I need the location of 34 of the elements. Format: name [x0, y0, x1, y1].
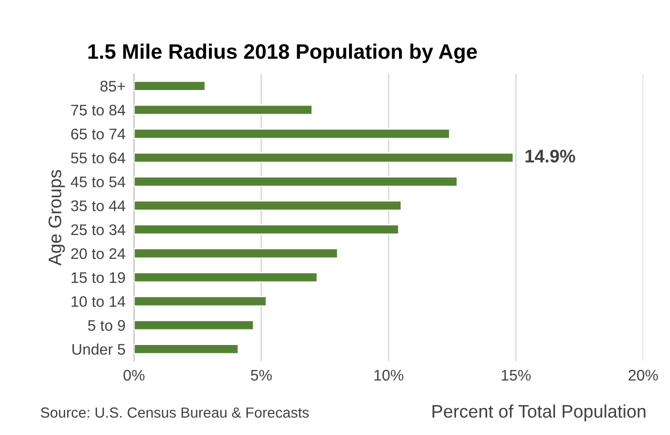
x-axis-title: Percent of Total Population	[432, 404, 646, 422]
source-note: Source: U.S. Census Bureau & Forecasts	[40, 407, 309, 418]
bar	[134, 176, 458, 188]
y-tick-label: 65 to 74	[71, 128, 126, 140]
bar	[134, 344, 240, 355]
x-tick-label: 10%	[374, 370, 404, 381]
bar	[134, 152, 514, 164]
y-tick-label: 85+	[100, 80, 125, 92]
bar	[134, 104, 313, 116]
y-tick-label: 35 to 44	[71, 200, 126, 212]
x-tick-label: 15%	[502, 370, 531, 381]
y-tick-label: 75 to 84	[71, 104, 126, 116]
bar	[134, 128, 450, 140]
y-tick-label: 45 to 54	[70, 176, 126, 188]
bar	[134, 272, 318, 283]
bar	[134, 248, 338, 259]
bar	[134, 80, 206, 92]
y-tick-label: 20 to 24	[71, 248, 126, 260]
x-tick-label: 0%	[124, 370, 144, 381]
x-tick-label: 20%	[628, 370, 658, 381]
y-tick-label: 5 to 9	[88, 320, 125, 331]
bar	[134, 224, 400, 235]
chart-title: 1.5 Mile Radius 2018 Population by Age	[88, 44, 477, 64]
bar	[134, 320, 254, 331]
bar	[134, 200, 402, 212]
y-tick-label: 10 to 14	[72, 296, 126, 307]
x-tick-label: 5%	[250, 370, 272, 381]
bar	[134, 296, 268, 307]
y-tick-label: 55 to 64	[71, 152, 126, 164]
y-tick-label: 15 to 19	[72, 272, 125, 283]
y-axis-title: Age Groups	[48, 170, 65, 266]
y-tick-label: 25 to 34	[71, 224, 126, 236]
y-tick-label: Under 5	[72, 344, 126, 355]
data-label: 14.9%	[526, 150, 576, 163]
